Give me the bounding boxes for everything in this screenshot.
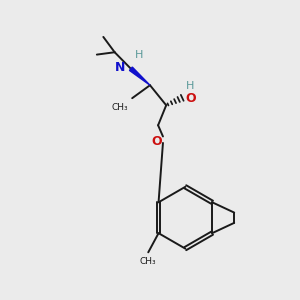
Text: O: O bbox=[185, 92, 196, 105]
Text: H: H bbox=[186, 80, 195, 91]
Polygon shape bbox=[129, 67, 150, 85]
Text: CH₃: CH₃ bbox=[111, 103, 128, 112]
Text: N: N bbox=[115, 61, 126, 74]
Text: CH₃: CH₃ bbox=[140, 257, 157, 266]
Text: H: H bbox=[134, 50, 143, 61]
Text: O: O bbox=[151, 135, 162, 148]
